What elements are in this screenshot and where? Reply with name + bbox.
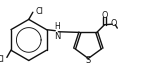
Text: O: O [101, 11, 108, 20]
Text: N: N [54, 32, 60, 41]
Text: O: O [111, 19, 117, 28]
Text: S: S [86, 56, 91, 65]
Text: Cl: Cl [36, 7, 44, 16]
Text: H: H [54, 22, 60, 31]
Text: Cl: Cl [0, 55, 5, 65]
